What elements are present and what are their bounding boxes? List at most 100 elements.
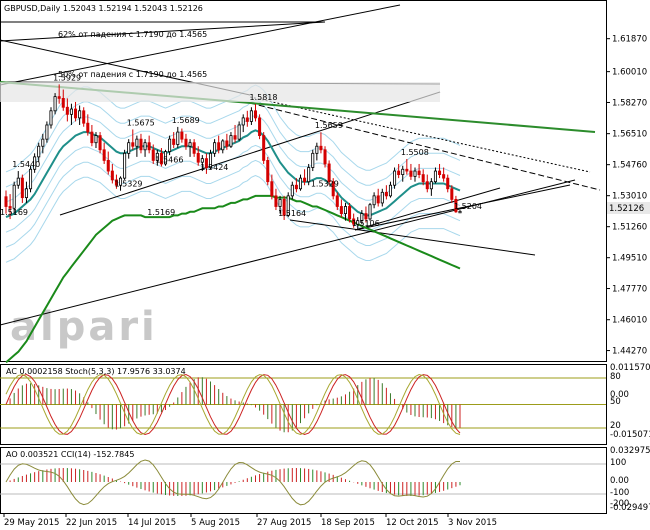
- candle-body: [155, 152, 159, 161]
- candle: [16, 171, 20, 189]
- candle-body: [94, 135, 98, 144]
- candle: [8, 194, 12, 220]
- price-axis: 1.61870 1.60010 1.58270 1.56510 1.54760 1.530…: [606, 35, 647, 357]
- candle-body: [159, 152, 163, 165]
- moving-averages: [5, 129, 461, 364]
- candle: [278, 195, 282, 214]
- candle: [405, 159, 409, 175]
- candle: [49, 107, 53, 129]
- candle: [413, 167, 417, 182]
- band-line: [5, 99, 461, 188]
- chart-title: GBPUSD,Daily 1.52043 1.52194 1.52043 1.5…: [4, 4, 203, 13]
- candle-body: [446, 177, 450, 190]
- band-line: [5, 159, 461, 248]
- ac-tick-label: 50: [610, 397, 621, 407]
- candle: [397, 163, 401, 179]
- candle-body: [290, 184, 294, 197]
- candle: [409, 163, 413, 180]
- candle-body: [143, 142, 147, 151]
- candle: [119, 176, 123, 191]
- candle-body: [12, 184, 16, 209]
- candle-body: [307, 167, 311, 183]
- price-tick-label: 1.49510: [612, 254, 647, 264]
- candle-body: [380, 191, 384, 204]
- candle: [102, 142, 106, 164]
- candle: [98, 132, 102, 154]
- candle: [213, 139, 217, 157]
- candle-body: [192, 142, 196, 154]
- candle: [86, 114, 90, 136]
- ao-panel-label: AO 0.003521 CCI(14) -152.7845: [6, 450, 134, 459]
- candle-body: [356, 220, 360, 225]
- price-tick-label: 1.44270: [612, 347, 647, 357]
- candle-body: [249, 110, 253, 122]
- candle: [425, 174, 429, 193]
- candle: [282, 195, 286, 220]
- candle: [90, 124, 94, 147]
- candle: [454, 195, 458, 213]
- candle: [438, 163, 442, 179]
- candle-body: [221, 140, 225, 151]
- candle: [360, 210, 364, 225]
- candle-body: [364, 213, 368, 220]
- candle: [163, 149, 168, 166]
- time-tick-label: 29 May 2015: [4, 518, 59, 528]
- ma-mid-line: [5, 129, 461, 219]
- candle: [384, 185, 388, 200]
- candle-body: [388, 184, 392, 197]
- candle-body: [217, 142, 221, 151]
- candle: [270, 174, 274, 200]
- candle: [348, 202, 352, 223]
- ao-tick-label: 100: [610, 458, 626, 468]
- candle: [33, 153, 37, 173]
- current-price-label: 1.52126: [609, 204, 644, 214]
- candle-body: [450, 188, 454, 200]
- price-label: 1.5689: [172, 116, 200, 125]
- candle: [380, 188, 384, 207]
- price-label: 1.5204: [454, 202, 482, 211]
- candle-body: [82, 110, 86, 124]
- candle: [233, 124, 237, 143]
- candle-body: [98, 135, 102, 151]
- candle-body: [74, 108, 78, 119]
- band-line: [5, 114, 461, 203]
- candle: [4, 190, 8, 214]
- price-tick-label: 1.56510: [612, 130, 647, 140]
- candle-body: [8, 206, 12, 209]
- dashed-trend-line: [249, 102, 601, 191]
- candle-body: [119, 177, 123, 186]
- candle-body: [208, 152, 213, 168]
- candle-body: [401, 168, 405, 175]
- candle-body: [433, 170, 437, 183]
- candle: [266, 156, 270, 186]
- ao-tick-label: -100: [610, 488, 629, 498]
- candle: [37, 142, 41, 163]
- candle: [139, 133, 143, 154]
- candle-body: [176, 131, 180, 145]
- candle-body: [4, 196, 8, 207]
- candle-body: [24, 188, 28, 199]
- candle: [200, 155, 204, 172]
- candle: [176, 126, 180, 149]
- time-tick-label: 14 Jul 2015: [128, 518, 176, 528]
- candle: [78, 105, 82, 125]
- candle: [53, 93, 57, 115]
- candle: [29, 165, 33, 193]
- price-label: 1.5929: [53, 73, 81, 82]
- candle: [159, 148, 163, 167]
- price-label: 1.5675: [127, 118, 155, 127]
- candle-body: [33, 156, 37, 170]
- price-tick-label: 1.47770: [612, 285, 647, 295]
- ac-tick-label: 0.011570: [610, 363, 650, 373]
- current-price-box: [607, 202, 650, 214]
- candle-body: [417, 170, 421, 175]
- candle: [204, 153, 208, 174]
- stoch-signal-line: [5, 373, 461, 436]
- candle-body: [213, 142, 217, 154]
- candle-body: [229, 135, 233, 147]
- candle-body: [405, 168, 409, 172]
- price-label: 1.5164: [278, 209, 306, 218]
- candle: [192, 139, 196, 157]
- candle: [327, 160, 331, 186]
